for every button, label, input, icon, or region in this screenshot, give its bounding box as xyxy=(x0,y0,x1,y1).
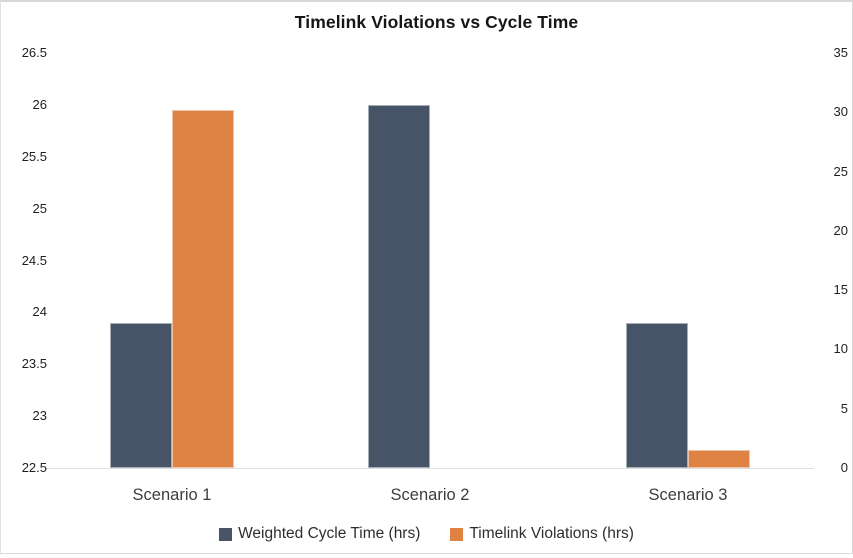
bar-weighted-cycle-time-3[interactable] xyxy=(626,323,688,468)
right-axis-tick-label: 30 xyxy=(833,104,848,120)
x-axis-line xyxy=(44,468,814,469)
category-label-scenario-3: Scenario 3 xyxy=(648,486,728,504)
left-axis-tick-label: 22.5 xyxy=(21,460,47,475)
legend-swatch-weighted-cycle-time-icon xyxy=(219,527,233,541)
legend: Weighted Cycle Time (hrs) Timelink Viola… xyxy=(1,525,852,543)
legend-label-weighted-cycle-time: Weighted Cycle Time (hrs) xyxy=(238,525,421,542)
left-axis-tick-label: 23.5 xyxy=(21,356,47,372)
bar-timelink-violations-3[interactable] xyxy=(688,450,750,468)
left-axis-tick-label: 26 xyxy=(32,96,47,112)
left-axis-tick-label: 26.5 xyxy=(21,45,47,60)
right-axis-tick-label: 0 xyxy=(840,460,848,475)
category-label-scenario-2: Scenario 2 xyxy=(390,486,470,504)
bar-weighted-cycle-time-2[interactable] xyxy=(368,105,430,468)
chart-title: Timelink Violations vs Cycle Time xyxy=(294,12,579,32)
category-label-scenario-1: Scenario 1 xyxy=(132,486,212,504)
legend-item-weighted-cycle-time[interactable]: Weighted Cycle Time (hrs) xyxy=(219,525,420,543)
bar-timelink-violations-1[interactable] xyxy=(172,110,234,468)
left-axis-tick-label: 24.5 xyxy=(21,252,47,268)
legend-swatch-timelink-violations-icon xyxy=(450,527,464,541)
right-axis-tick-label: 20 xyxy=(833,222,848,238)
right-axis-tick-label: 15 xyxy=(833,282,848,298)
left-axis-tick-label: 24 xyxy=(32,304,47,320)
left-axis-tick-label: 23 xyxy=(32,408,47,424)
left-axis-tick-label: 25 xyxy=(32,200,47,216)
bar-weighted-cycle-time-1[interactable] xyxy=(110,323,172,468)
right-axis-tick-label: 10 xyxy=(833,341,848,357)
legend-label-timelink-violations: Timelink Violations (hrs) xyxy=(469,525,634,542)
right-axis-tick-label: 25 xyxy=(833,163,848,179)
legend-item-timelink-violations[interactable]: Timelink Violations (hrs) xyxy=(450,525,634,543)
right-axis-tick-label: 35 xyxy=(833,45,848,60)
left-axis-tick-label: 25.5 xyxy=(21,148,47,164)
right-axis-tick-label: 5 xyxy=(840,400,848,416)
